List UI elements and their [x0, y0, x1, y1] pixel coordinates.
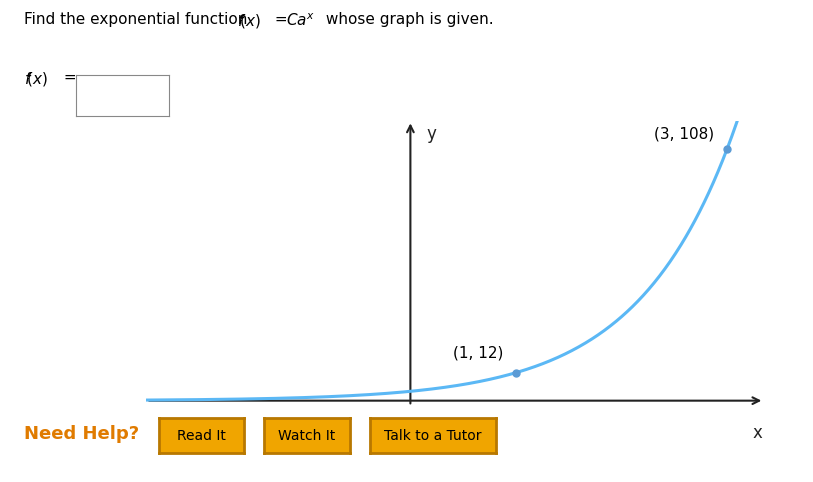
Text: y: y: [426, 125, 436, 143]
Text: $f\!\left(x\right)$: $f\!\left(x\right)$: [237, 12, 262, 30]
Text: Read It: Read It: [176, 428, 226, 443]
Text: Talk to a Tutor: Talk to a Tutor: [385, 428, 481, 443]
Text: =: =: [270, 12, 293, 27]
Text: (3, 108): (3, 108): [654, 126, 715, 142]
Text: $Ca^x$: $Ca^x$: [286, 12, 315, 28]
Text: Watch It: Watch It: [278, 428, 336, 443]
Text: whose graph is given.: whose graph is given.: [321, 12, 493, 27]
Text: x: x: [752, 424, 762, 442]
Text: $f\!\left(x\right)$: $f\!\left(x\right)$: [24, 70, 49, 88]
Text: =: =: [59, 70, 76, 85]
Text: Need Help?: Need Help?: [24, 425, 140, 443]
Text: (1, 12): (1, 12): [453, 346, 503, 361]
Text: Find the exponential function: Find the exponential function: [24, 12, 253, 27]
